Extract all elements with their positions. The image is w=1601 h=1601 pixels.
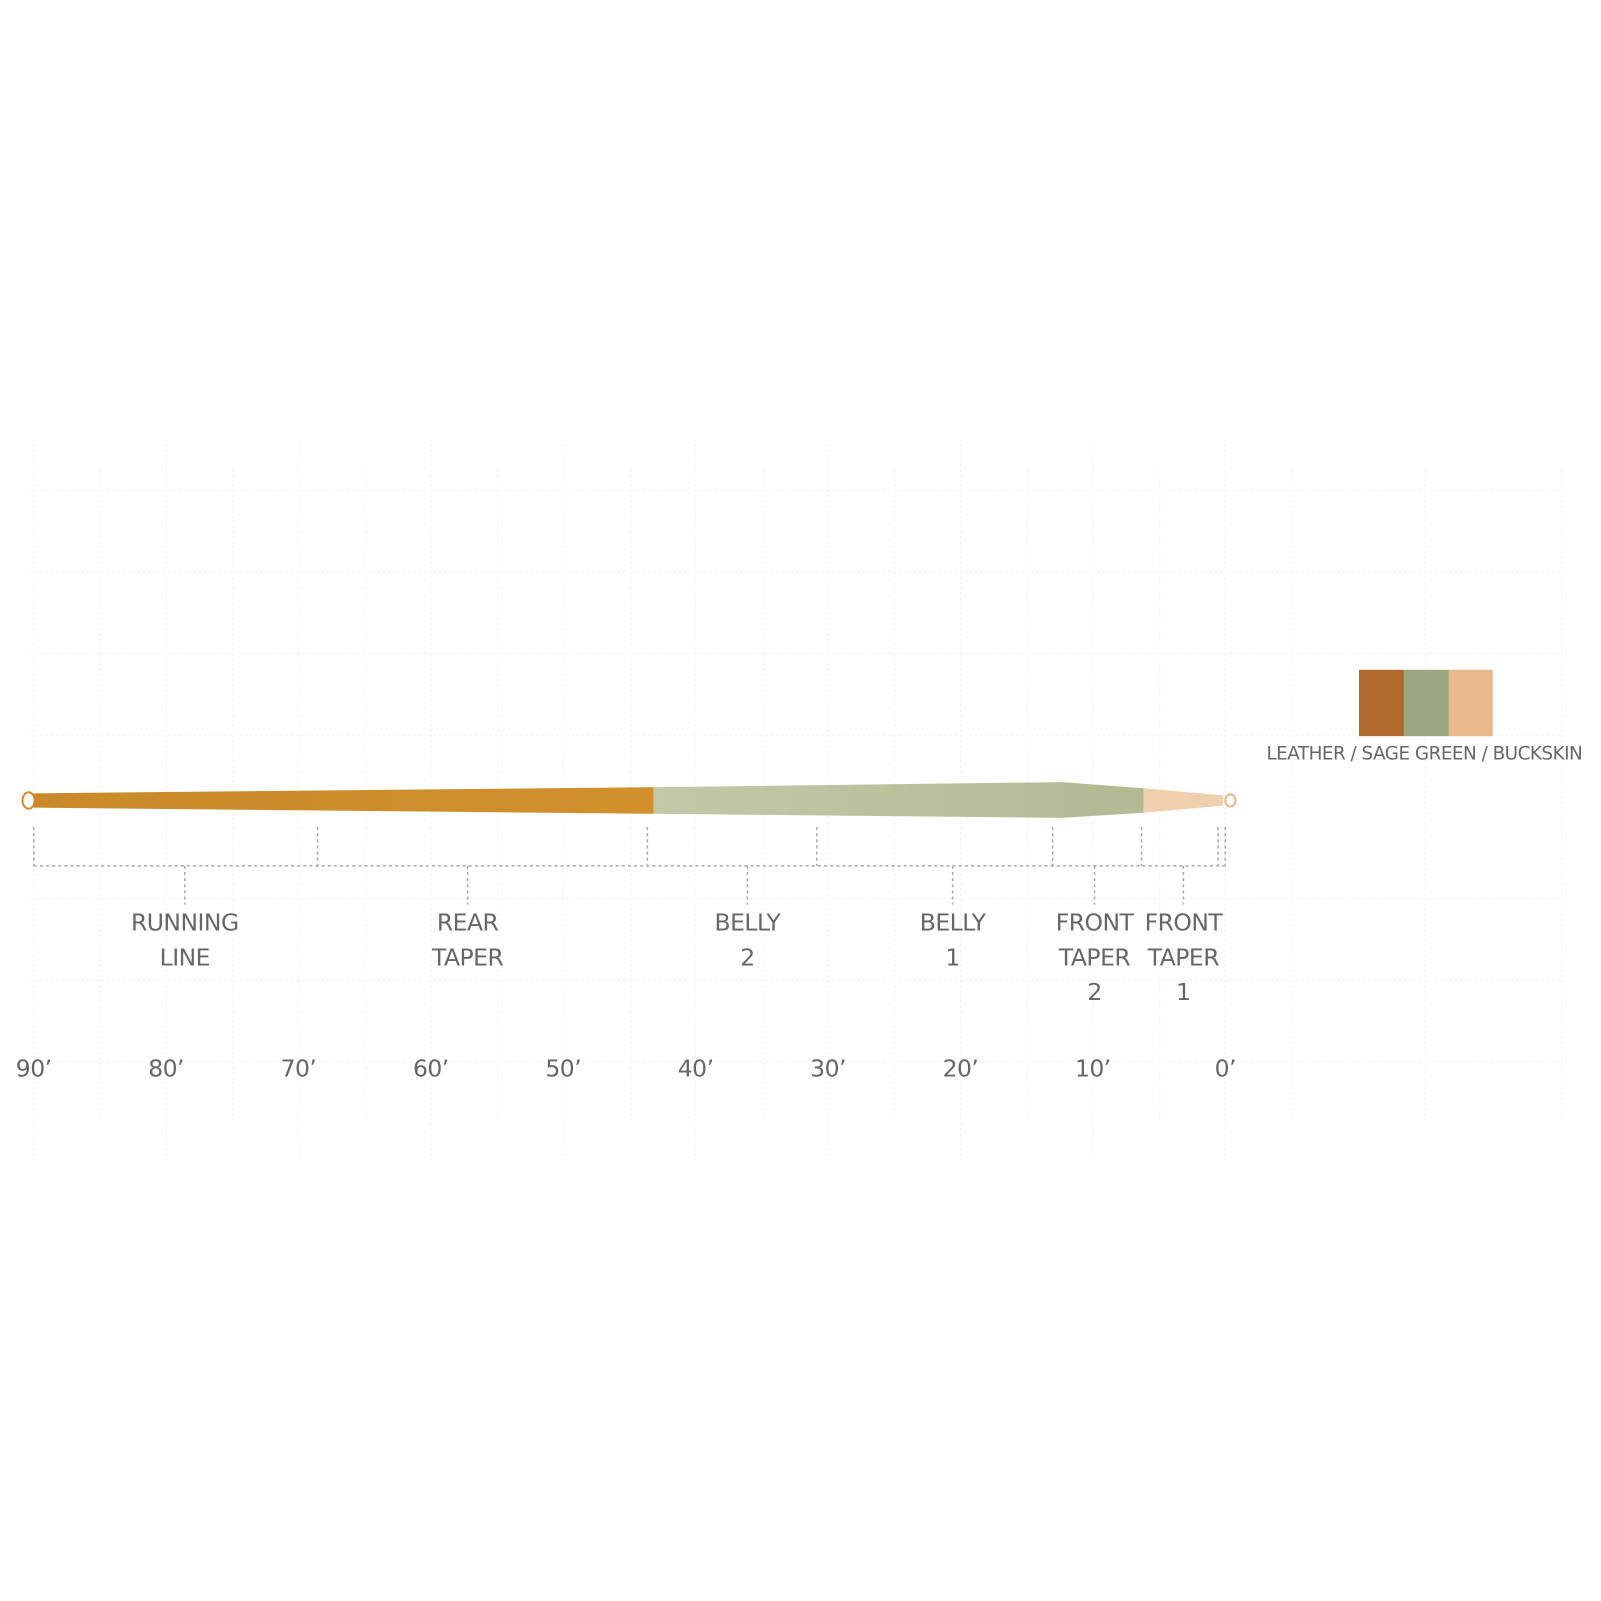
fly-line [21,782,1237,818]
leather-swatch [1359,669,1404,737]
distance-label: 60’ [413,1055,449,1083]
distance-label: 10’ [1075,1055,1111,1083]
distance-label: 80’ [148,1055,184,1083]
buckskin-swatch [1448,669,1493,737]
section-label: TAPER [431,943,504,971]
brackets [32,827,1227,867]
labels: RUNNING LINE REAR TAPER BELLY 2 BELLY 1 FRONT TAP… [16,865,1236,1083]
distance-label: 70’ [281,1055,317,1083]
sage-section [653,782,1144,818]
section-label: 2 [1087,978,1101,1006]
section-label: REAR [437,909,499,937]
distance-label: 50’ [545,1055,581,1083]
section-label: FRONT [1056,909,1135,937]
section-label: 2 [740,943,754,971]
distance-label: 90’ [16,1055,52,1083]
front-loop [1224,793,1237,808]
section-bracket [32,827,1227,867]
section-label: LINE [160,943,210,971]
section-label: RUNNING [131,909,239,937]
section-label: BELLY [715,909,782,937]
section-label: 1 [945,943,959,971]
legend: LEATHER / SAGE GREEN / BUCKSKIN [1266,669,1583,765]
section-label: TAPER [1058,943,1131,971]
rear-loop [21,791,36,810]
section-label: TAPER [1147,943,1220,971]
legend-text: LEATHER / SAGE GREEN / BUCKSKIN [1266,744,1582,765]
distance-label: 30’ [810,1055,846,1083]
section-label: BELLY [920,909,987,937]
distance-label: 20’ [943,1055,979,1083]
buckskin-section [1143,788,1224,813]
section-label: FRONT [1145,909,1224,937]
leather-section [33,787,654,814]
section-label: 1 [1176,978,1190,1006]
distance-label: 0’ [1215,1055,1236,1083]
sage-swatch [1403,669,1449,737]
distance-label: 40’ [678,1055,714,1083]
